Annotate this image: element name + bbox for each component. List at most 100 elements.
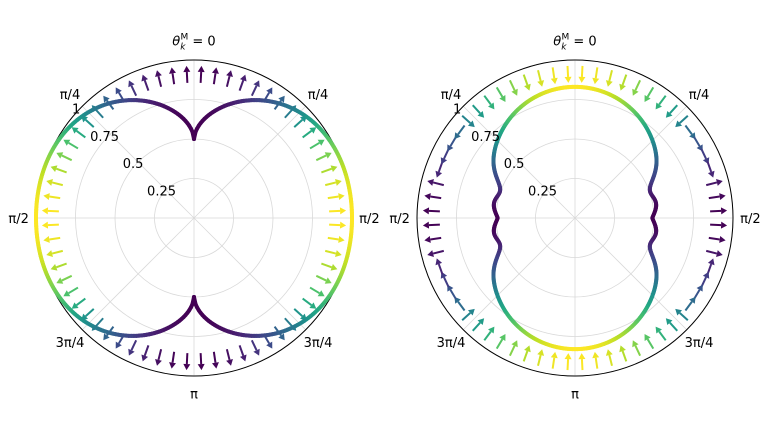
radial-tick-label: 1 [453, 102, 461, 117]
field-arrow [471, 318, 485, 332]
field-arrow [537, 70, 545, 87]
field-arrow [708, 236, 726, 243]
field-arrow [321, 165, 338, 174]
field-arrow [309, 139, 325, 150]
polar-frame [416, 59, 734, 377]
radial-tick-label: 0.25 [528, 185, 557, 200]
field-arrow [495, 86, 506, 102]
field-arrow [508, 340, 518, 357]
field-arrow [708, 193, 726, 200]
field-arrow [128, 80, 138, 97]
field-arrow [315, 274, 332, 284]
field-arrow [675, 114, 689, 128]
field-arrow [632, 79, 642, 96]
field-arrow [183, 353, 191, 371]
angular-tick-label: π [571, 387, 579, 402]
angular-tick-label: π/2 [8, 212, 28, 227]
field-arrow [644, 86, 655, 102]
polar-curve [34, 98, 354, 338]
field-arrow [71, 297, 86, 309]
field-arrow [550, 351, 558, 369]
field-arrow [56, 152, 73, 162]
angular-gridline [193, 217, 307, 331]
field-arrow [427, 179, 445, 187]
polar-plot-right: 0.250.5 0.75 1 θkM = 0 π/4 π/2 3π/4 π 3π/4 π/2 π/4 [389, 33, 760, 403]
radial-tick-label: 0.5 [123, 157, 144, 172]
radial-tick-label: 0.75 [90, 130, 119, 145]
field-arrow [212, 351, 219, 369]
field-arrow [46, 249, 64, 257]
field-arrow [710, 207, 728, 215]
field-arrow [41, 207, 59, 215]
radial-tick-label: 0.75 [471, 130, 500, 145]
field-arrow [327, 193, 345, 200]
angular-gridline [574, 105, 688, 219]
field-arrow [309, 286, 325, 297]
field-arrow [327, 236, 345, 243]
angular-gridline [193, 105, 307, 219]
field-arrow [705, 249, 723, 257]
angular-tick-label: θkM = 0 [553, 33, 596, 53]
field-arrow [665, 104, 679, 118]
field-arrow [632, 340, 642, 357]
field-arrow [43, 193, 61, 200]
field-arrow [321, 262, 338, 271]
field-arrow [43, 236, 61, 243]
field-arrow [454, 124, 466, 140]
field-arrow [250, 80, 260, 97]
field-arrow [329, 207, 347, 215]
field-arrow [675, 308, 689, 322]
angular-tick-label: θkM = 0 [172, 33, 215, 53]
field-arrow [705, 179, 723, 187]
field-arrow [141, 74, 150, 91]
field-arrow [522, 345, 531, 362]
field-arrow [578, 353, 586, 371]
field-arrow [592, 67, 600, 85]
angular-tick-label: 3π/4 [304, 336, 333, 351]
field-arrow [197, 353, 205, 371]
angular-gridline [574, 217, 688, 331]
field-arrow [461, 114, 475, 128]
field-arrow [422, 221, 440, 229]
field-arrow [155, 348, 163, 366]
field-arrow [169, 67, 176, 85]
field-arrow [564, 65, 572, 83]
field-arrow [302, 127, 317, 139]
field-arrow [41, 221, 59, 229]
field-arrow [63, 139, 79, 150]
field-arrow [564, 353, 572, 371]
field-arrow [655, 326, 667, 341]
field-arrow [427, 249, 445, 257]
field-arrow [46, 179, 64, 187]
field-arrow [197, 65, 205, 83]
field-arrow [710, 221, 728, 229]
angular-gridline [462, 105, 576, 219]
field-arrow [238, 74, 247, 91]
polar-curve [491, 84, 659, 352]
field-arrow [619, 345, 628, 362]
field-arrow [483, 95, 495, 110]
angular-tick-label: π/4 [60, 88, 80, 103]
field-arrow [706, 161, 715, 178]
angular-tick-label: π [190, 387, 198, 402]
angular-tick-label: π/2 [740, 212, 760, 227]
field-arrow [508, 79, 518, 96]
radial-tick-label: 0.25 [147, 185, 176, 200]
angular-gridline [81, 217, 195, 331]
field-arrow [422, 207, 440, 215]
field-arrow [605, 70, 613, 87]
field-arrow [550, 67, 558, 85]
field-arrow [424, 236, 442, 243]
field-arrow [471, 104, 485, 118]
field-arrow [483, 326, 495, 341]
field-arrow [250, 339, 260, 356]
angular-tick-label: 3π/4 [437, 336, 466, 351]
field-arrow [655, 95, 667, 110]
angular-gridline [81, 105, 195, 219]
field-arrow [435, 258, 444, 275]
angular-tick-label: π/2 [359, 212, 379, 227]
field-arrow [461, 308, 475, 322]
radial-tick-label: 1 [72, 102, 80, 117]
field-arrow [324, 179, 342, 187]
field-arrow [324, 249, 342, 257]
